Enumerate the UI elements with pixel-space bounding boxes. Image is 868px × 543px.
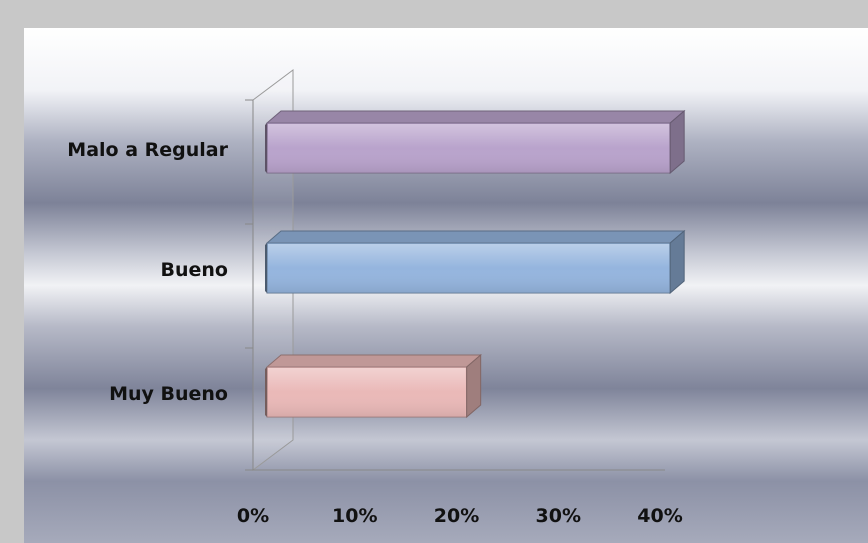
bar bbox=[265, 353, 483, 419]
x-tick-label: 40% bbox=[637, 505, 682, 527]
category-label: Muy Bueno bbox=[109, 383, 228, 405]
bar-left-cap bbox=[265, 367, 267, 417]
bar-side-face bbox=[669, 109, 685, 175]
bar-top-face bbox=[265, 354, 483, 368]
category-label: Bueno bbox=[161, 259, 228, 281]
bar-sheen bbox=[268, 124, 670, 172]
bar-sheen bbox=[268, 368, 466, 416]
bar-side-face bbox=[466, 353, 482, 419]
bar-top-face bbox=[265, 230, 686, 244]
x-tick-label: 20% bbox=[434, 505, 479, 527]
bar bbox=[265, 109, 686, 175]
bar bbox=[265, 229, 686, 295]
bar-top-face bbox=[265, 110, 686, 124]
x-tick-label: 0% bbox=[237, 505, 269, 527]
bar-sheen bbox=[268, 244, 670, 292]
category-label: Malo a Regular bbox=[67, 139, 228, 161]
bar-left-cap bbox=[265, 243, 267, 293]
bar-left-cap bbox=[265, 123, 267, 173]
x-tick-label: 30% bbox=[536, 505, 581, 527]
x-tick-label: 10% bbox=[332, 505, 377, 527]
bar-side-face bbox=[669, 229, 685, 295]
